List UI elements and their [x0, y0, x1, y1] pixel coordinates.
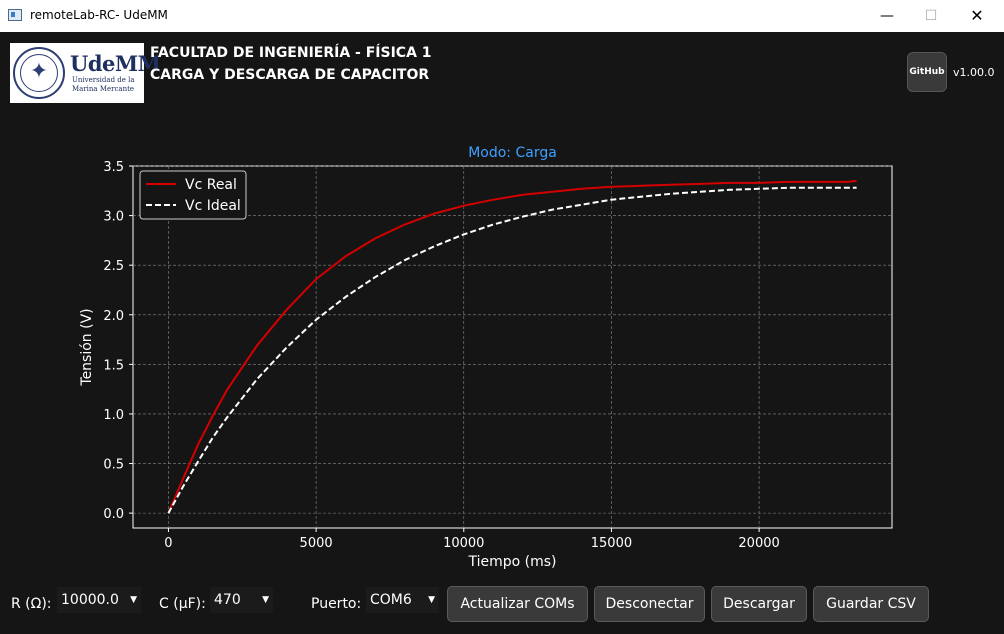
minimize-button[interactable]: — [880, 8, 894, 24]
capacitance-select[interactable]: 470 ▼ [210, 587, 273, 613]
x-axis-label: Tiempo (ms) [467, 554, 556, 570]
udemm-logo: UdeMM Universidad de la Marina Mercante [10, 43, 161, 103]
disconnect-button[interactable]: Desconectar [594, 586, 705, 622]
faculty-heading: FACULTAD DE INGENIERÍA - FÍSICA 1 [150, 45, 432, 61]
port-value: COM6 [370, 592, 412, 608]
window-title: remoteLab-RC- UdeMM [30, 8, 168, 22]
y-tick-label: 1.0 [103, 408, 124, 423]
chevron-down-icon: ▼ [130, 595, 137, 605]
logo-subtitle-2: Marina Mercante [72, 85, 135, 93]
resistance-value: 10000.0 [61, 592, 119, 608]
discharge-button[interactable]: Descargar [711, 586, 807, 622]
y-tick-label: 2.0 [103, 309, 124, 324]
resistance-select[interactable]: 10000.0 ▼ [57, 587, 141, 613]
experiment-heading: CARGA Y DESCARGA DE CAPACITOR [150, 67, 430, 83]
capacitance-value: 470 [214, 592, 241, 608]
x-tick-label: 0 [164, 536, 172, 551]
port-select[interactable]: COM6 ▼ [366, 587, 439, 613]
x-tick-label: 10000 [443, 536, 484, 551]
x-tick-label: 15000 [591, 536, 632, 551]
y-axis-label: Tensión (V) [79, 308, 95, 386]
logo-subtitle-1: Universidad de la [72, 76, 135, 84]
series-line [167, 186, 857, 514]
y-tick-label: 3.5 [103, 160, 124, 175]
app-icon [8, 9, 22, 21]
chevron-down-icon: ▼ [428, 595, 435, 605]
version-label: v1.00.0 [953, 66, 995, 79]
resistance-label: R (Ω): [11, 596, 52, 612]
y-tick-label: 1.5 [103, 358, 124, 373]
title-bar: remoteLab-RC- UdeMM — ☐ ✕ [0, 0, 1004, 32]
chart-title: Modo: Carga [468, 145, 557, 161]
logo-text: UdeMM [70, 51, 161, 76]
legend-label: Vc Real [185, 177, 237, 193]
x-tick-label: 5000 [300, 536, 333, 551]
github-button[interactable]: GitHub [907, 52, 947, 92]
series-line [167, 179, 857, 514]
capacitance-label: C (µF): [159, 596, 206, 612]
maximize-button[interactable]: ☐ [924, 8, 938, 24]
x-tick-label: 20000 [738, 536, 779, 551]
save-csv-button[interactable]: Guardar CSV [813, 586, 929, 622]
controls-bar: R (Ω): 10000.0 ▼ C (µF): 470 ▼ Puerto: C… [0, 584, 1004, 628]
y-tick-label: 0.0 [103, 507, 124, 522]
y-tick-label: 3.0 [103, 210, 124, 225]
y-tick-label: 0.5 [103, 458, 124, 473]
voltage-chart: 0 5000 10000 15000 20000 0.0 0.5 1.0 1.5 2.0 2.5 3.… [79, 145, 893, 570]
university-seal-icon [13, 47, 65, 99]
chevron-down-icon: ▼ [262, 595, 269, 605]
close-button[interactable]: ✕ [970, 6, 984, 25]
refresh-ports-button[interactable]: Actualizar COMs [447, 586, 588, 622]
port-label: Puerto: [311, 596, 362, 612]
y-tick-label: 2.5 [103, 259, 124, 274]
plot-area [132, 165, 893, 529]
legend-label: Vc Ideal [185, 198, 241, 214]
